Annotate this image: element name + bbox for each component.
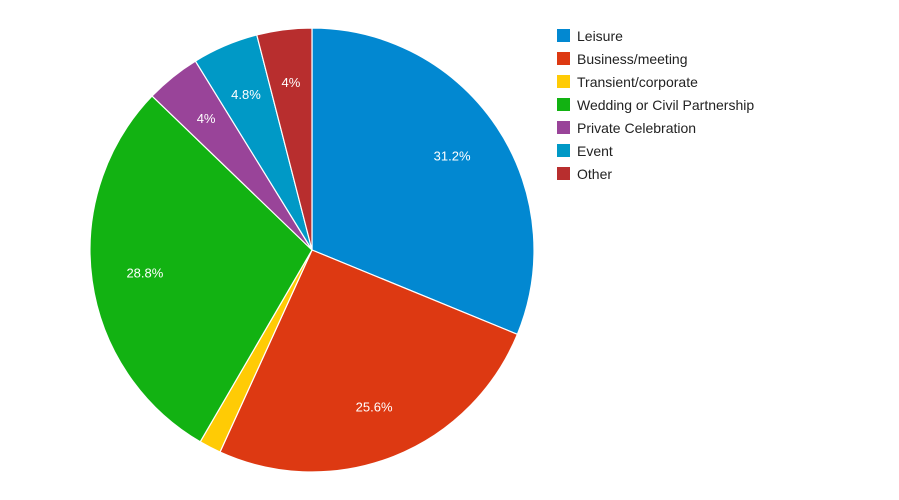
legend-item-other[interactable]: Other <box>557 162 754 185</box>
legend-swatch <box>557 75 570 88</box>
legend-item-business-meeting[interactable]: Business/meeting <box>557 47 754 70</box>
legend-swatch <box>557 29 570 42</box>
slice-label-leisure: 31.2% <box>434 149 471 164</box>
slice-label-business-meeting: 25.6% <box>356 399 393 414</box>
pie-slice-wedding-or-civil-partnership <box>89 95 313 443</box>
legend-item-transient-corporate[interactable]: Transient/corporate <box>557 70 754 93</box>
pie-slice-business-meeting <box>219 249 519 473</box>
legend-item-leisure[interactable]: Leisure <box>557 24 754 47</box>
slice-label-other: 4% <box>282 75 301 90</box>
pie-slice-other <box>256 27 313 251</box>
legend-item-event[interactable]: Event <box>557 139 754 162</box>
legend-label: Other <box>577 165 613 182</box>
chart-legend: Leisure Business/meeting Transient/corpora… <box>557 24 754 185</box>
legend-label: Leisure <box>577 27 623 44</box>
legend-swatch <box>557 98 570 111</box>
legend-label: Private Celebration <box>577 119 697 136</box>
legend-swatch <box>557 167 570 180</box>
legend-swatch <box>557 121 570 134</box>
legend-label: Event <box>577 142 613 159</box>
legend-item-wedding-or-civil-partnership[interactable]: Wedding or Civil Partnership <box>557 93 754 116</box>
legend-item-private-celebration[interactable]: Private Celebration <box>557 116 754 139</box>
legend-label: Business/meeting <box>577 50 688 67</box>
slice-label-private-celebration: 4% <box>197 111 216 126</box>
legend-label: Wedding or Civil Partnership <box>577 96 755 113</box>
slice-label-event: 4.8% <box>231 87 261 102</box>
legend-label: Transient/corporate <box>577 73 698 90</box>
legend-swatch <box>557 144 570 157</box>
legend-swatch <box>557 52 570 65</box>
slice-label-wedding-or-civil-partnership: 28.8% <box>126 266 163 281</box>
pie-slice-leisure <box>311 27 535 336</box>
